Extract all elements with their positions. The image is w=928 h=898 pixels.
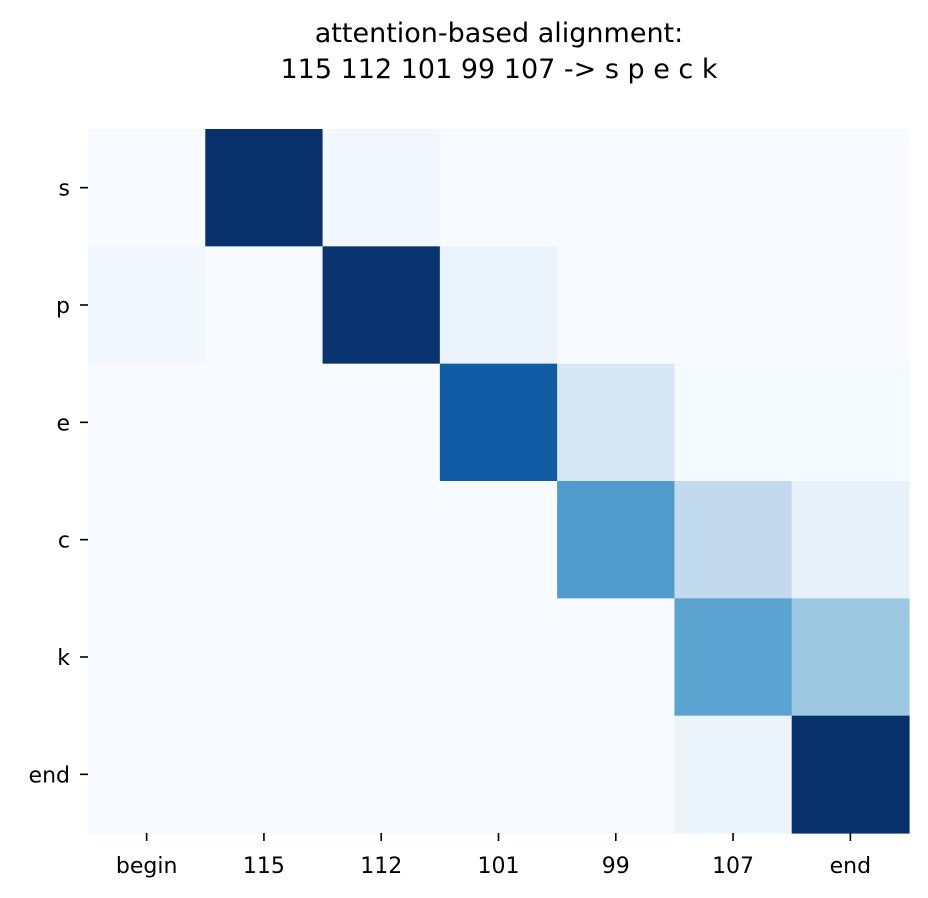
heatmap-cell [439, 363, 558, 482]
x-axis-ticks: begin 115 112 101 99 107 end [116, 833, 871, 879]
x-tick-label: 112 [360, 854, 402, 879]
heatmap-cell [322, 129, 441, 247]
y-tick-label: p [56, 294, 70, 319]
heatmap-cell [791, 715, 910, 834]
heatmap-cell [205, 481, 324, 599]
y-tick-label: c [58, 529, 70, 554]
heatmap-cell [557, 129, 676, 247]
heatmap-cell [674, 129, 793, 247]
heatmap-cell [205, 246, 324, 365]
x-tick-label: begin [116, 854, 178, 879]
heatmap-cell [322, 246, 441, 365]
heatmap-cell [674, 363, 793, 482]
heatmap-cell [557, 598, 676, 717]
y-tick-label: k [57, 646, 70, 671]
heatmap-cell [557, 481, 676, 599]
heatmap-cell [439, 129, 558, 247]
heatmap-cell [322, 363, 441, 482]
y-tick-label: s [59, 177, 70, 202]
heatmap-cell [322, 598, 441, 717]
heatmap-cell [439, 598, 558, 717]
heatmap-cell [439, 246, 558, 365]
heatmap-cell [205, 715, 324, 834]
heatmap-cell [791, 129, 910, 247]
heatmap-cell [205, 363, 324, 482]
chart-title-line-1: attention-based alignment: [315, 18, 684, 49]
x-tick-label: 115 [243, 854, 285, 879]
y-tick-label: e [56, 411, 70, 436]
chart-title-line-2: 115 112 101 99 107 -> s p e c k [281, 54, 718, 85]
x-tick-label: 107 [712, 854, 754, 879]
heatmap-cell [674, 715, 793, 834]
heatmap-cell [205, 598, 324, 717]
heatmap-cell [88, 481, 206, 599]
heatmap-cell [322, 715, 441, 834]
heatmap-cell [791, 481, 910, 599]
heatmap-cell [88, 129, 206, 247]
heatmap-cells [88, 129, 910, 834]
heatmap-cell [439, 481, 558, 599]
heatmap-cell [88, 246, 206, 365]
heatmap-cell [205, 129, 324, 247]
x-tick-label: 101 [478, 854, 520, 879]
heatmap-cell [674, 246, 793, 365]
heatmap-cell [439, 715, 558, 834]
heatmap-cell [674, 481, 793, 599]
y-tick-label: end [29, 763, 70, 788]
heatmap-cell [791, 246, 910, 365]
heatmap-cell [557, 246, 676, 365]
heatmap-cell [791, 363, 910, 482]
heatmap-cell [88, 363, 206, 482]
heatmap-cell [557, 715, 676, 834]
x-tick-label: 99 [602, 854, 630, 879]
heatmap-cell [88, 715, 206, 834]
heatmap-cell [557, 363, 676, 482]
y-axis-ticks: s p e c k end [29, 177, 88, 788]
heatmap-cell [88, 598, 206, 717]
heatmap-cell [674, 598, 793, 717]
x-tick-label: end [830, 854, 871, 879]
heatmap-cell [322, 481, 441, 599]
heatmap-cell [791, 598, 910, 717]
